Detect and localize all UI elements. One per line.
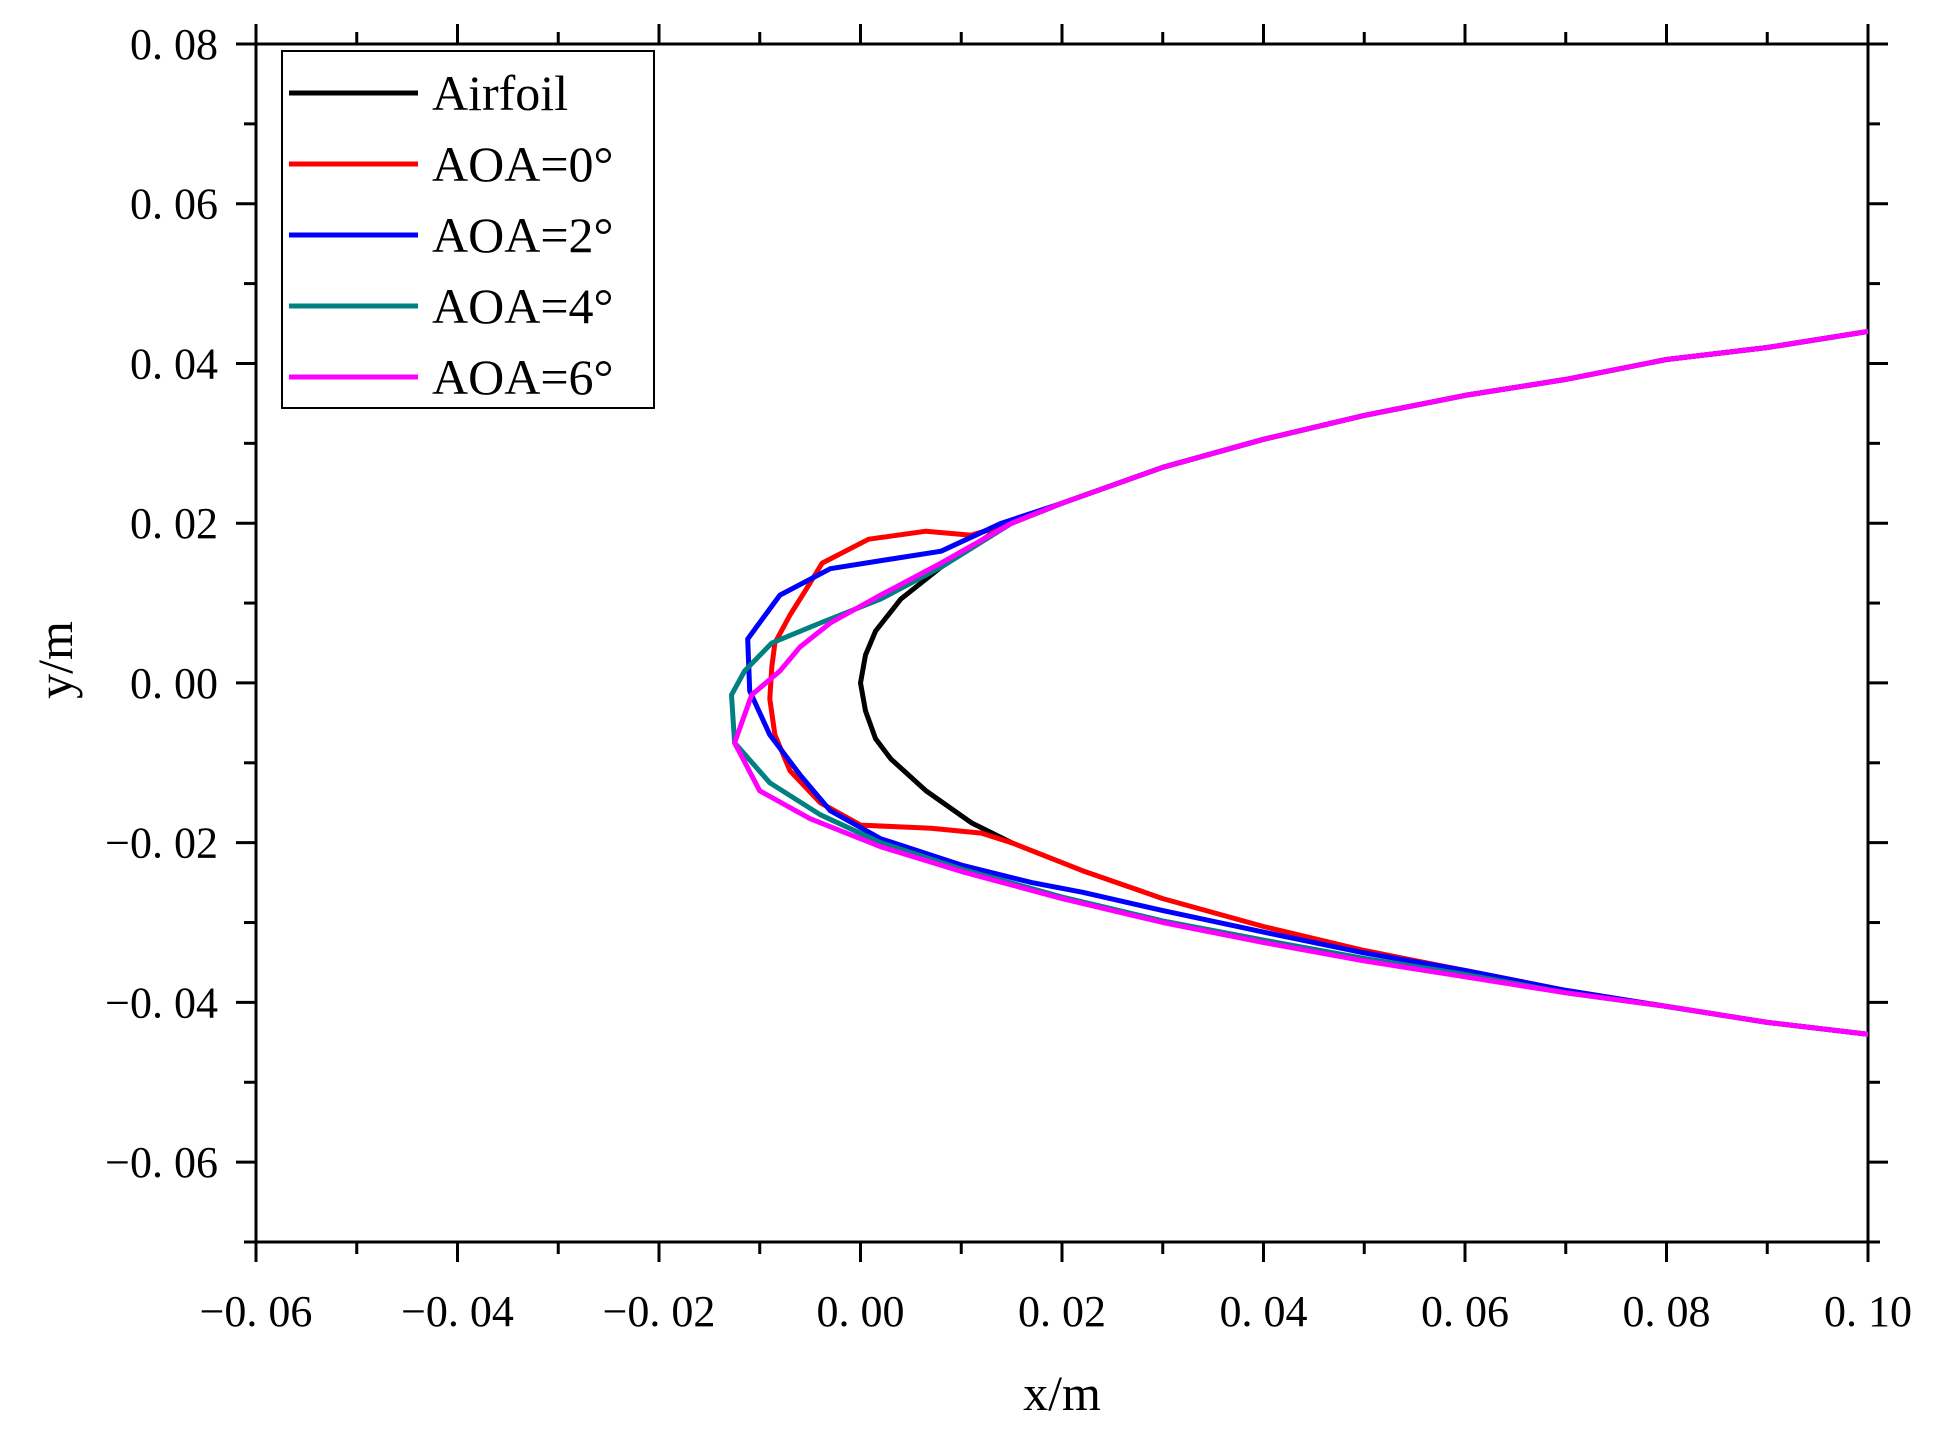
x-axis-ticks bbox=[254, 24, 1870, 1262]
series-layer bbox=[729, 329, 1868, 1037]
x-tick-label: −0. 04 bbox=[401, 1287, 514, 1336]
y-tick-label: −0. 02 bbox=[105, 819, 218, 868]
series-line-5 bbox=[732, 329, 1868, 1037]
x-axis-title: x/m bbox=[1023, 1365, 1101, 1421]
y-axis-title: y/m bbox=[27, 621, 83, 699]
y-tick-label: −0. 04 bbox=[105, 978, 218, 1027]
legend-label: AOA=4° bbox=[432, 278, 614, 334]
y-tick-label: 0. 06 bbox=[130, 180, 218, 229]
y-tick-label: −0. 06 bbox=[105, 1138, 218, 1187]
x-tick-label: 0. 06 bbox=[1421, 1287, 1509, 1336]
legend-label: AOA=0° bbox=[432, 136, 614, 192]
y-tick-label: 0. 02 bbox=[130, 499, 218, 548]
legend-label: AOA=6° bbox=[432, 349, 614, 405]
legend-box bbox=[281, 50, 655, 409]
legend-label: AOA=2° bbox=[432, 207, 614, 263]
legend-label: Airfoil bbox=[432, 65, 568, 121]
x-tick-label: 0. 04 bbox=[1220, 1287, 1308, 1336]
y-tick-label: 0. 00 bbox=[130, 659, 218, 708]
x-axis-tick-labels: −0. 06 −0. 04 −0. 02 0. 00 0. 02 0. 04 0. 06 0.… bbox=[200, 1287, 1912, 1336]
x-tick-label: 0. 02 bbox=[1018, 1287, 1106, 1336]
legend: Airfoil AOA=0° AOA=2° AOA=4° AOA=6° bbox=[281, 50, 655, 409]
x-tick-label: 0. 00 bbox=[817, 1287, 905, 1336]
x-tick-label: 0. 10 bbox=[1824, 1287, 1912, 1336]
y-axis-tick-labels: −0. 06 −0. 04 −0. 02 0. 00 0. 02 0. 04 0. 06 0.… bbox=[105, 20, 218, 1187]
y-tick-label: 0. 08 bbox=[130, 20, 218, 69]
y-axis-ticks bbox=[236, 42, 1888, 1244]
y-tick-label: 0. 04 bbox=[130, 339, 218, 388]
x-tick-label: 0. 08 bbox=[1623, 1287, 1711, 1336]
x-tick-label: −0. 02 bbox=[603, 1287, 716, 1336]
x-tick-label: −0. 06 bbox=[200, 1287, 313, 1336]
